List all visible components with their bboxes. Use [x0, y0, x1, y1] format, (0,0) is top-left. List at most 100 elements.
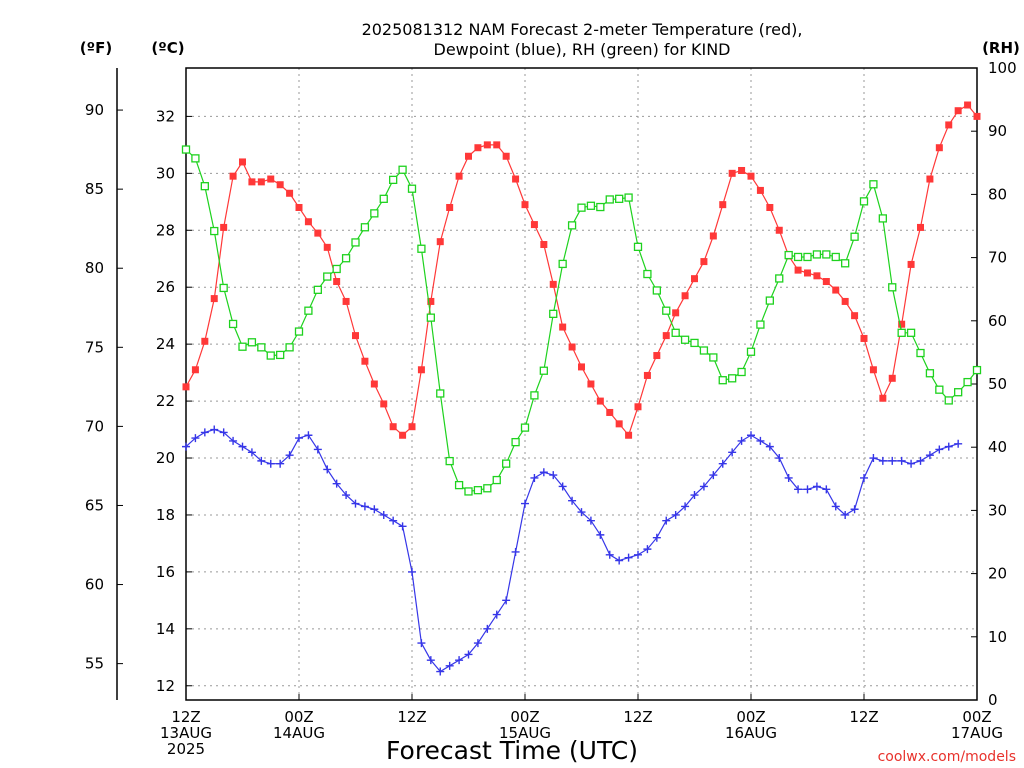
- dewpoint-point: [332, 479, 341, 488]
- dewpoint-point: [690, 491, 699, 500]
- dewpoint-point: [812, 482, 821, 491]
- dewpoint-point: [803, 485, 812, 494]
- temperature-point: [625, 431, 633, 439]
- temperature-point: [502, 152, 510, 160]
- rh-point: [728, 374, 737, 383]
- temperature-point: [766, 203, 774, 211]
- rh-point: [643, 269, 652, 279]
- x-tick-label: 00Z: [962, 708, 991, 726]
- dewpoint-point: [662, 516, 671, 525]
- dewpoint-point: [869, 454, 878, 463]
- dewpoint-point: [445, 661, 454, 670]
- rh-point: [878, 214, 887, 223]
- rh-point: [219, 283, 228, 293]
- fahrenheit-tick-label: 90: [85, 101, 104, 119]
- rh-tick-label: 40: [988, 438, 1007, 456]
- temperature-point: [756, 186, 764, 194]
- dewpoint-point: [323, 465, 332, 474]
- x-tick-label: 2025: [167, 740, 205, 758]
- rh-tick-label: 30: [988, 501, 1007, 519]
- dewpoint-point: [596, 530, 605, 539]
- temperature-point: [239, 158, 246, 166]
- temperature-line: [185, 104, 978, 437]
- dewpoint-point: [756, 436, 765, 445]
- dewpoint-point: [747, 431, 755, 440]
- rh-point: [238, 342, 247, 351]
- rh-tick-label: 10: [988, 628, 1007, 646]
- x-tick-label: 16AUG: [725, 724, 777, 742]
- temperature-point: [455, 172, 463, 180]
- temperature-point: [634, 403, 642, 411]
- temperature-point: [304, 218, 312, 226]
- rh-point: [916, 348, 925, 358]
- rh-point: [285, 343, 294, 352]
- dewpoint-point: [313, 445, 322, 454]
- rh-point: [464, 487, 473, 496]
- rh-point: [737, 367, 746, 377]
- dewpoint-point: [342, 491, 351, 500]
- dewpoint-point: [304, 431, 313, 440]
- dewpoint-point: [878, 456, 887, 465]
- temperature-point: [568, 343, 576, 351]
- temperature-point: [295, 203, 303, 211]
- rh-tick-label: 50: [988, 375, 1007, 393]
- temperature-point: [615, 420, 623, 428]
- rh-point: [200, 182, 209, 191]
- temperature-point: [210, 295, 218, 303]
- dewpoint-point: [586, 516, 595, 525]
- dewpoint-point: [229, 436, 238, 445]
- rh-point: [426, 313, 435, 322]
- dewpoint-point: [652, 533, 661, 542]
- rh-point: [492, 475, 501, 485]
- dewpoint-point: [370, 505, 379, 514]
- celsius-tick-label: 30: [156, 164, 175, 182]
- chart-title-line-2: Dewpoint (blue), RH (green) for KIND: [434, 40, 731, 59]
- dewpoint-point: [841, 510, 850, 519]
- rh-point: [483, 484, 492, 493]
- rh-point: [624, 193, 633, 202]
- axis-ticks: 121416182022242628303212Z13AUG202500Z14A…: [85, 59, 1017, 758]
- rh-series: [181, 145, 982, 496]
- dewpoint-point: [266, 459, 275, 468]
- dewpoint-point: [916, 456, 925, 465]
- rh-point: [784, 250, 793, 260]
- dewpoint-point: [408, 567, 416, 576]
- dewpoint-point: [737, 436, 746, 445]
- data-series: [181, 102, 982, 676]
- fahrenheit-tick-label: 55: [85, 655, 104, 673]
- dewpoint-point: [850, 505, 859, 514]
- rh-tick-label: 60: [988, 312, 1007, 330]
- rh-point: [850, 232, 859, 241]
- rh-point: [605, 195, 614, 204]
- dewpoint-point: [238, 442, 247, 451]
- rh-point: [436, 389, 445, 398]
- rh-point: [586, 201, 596, 210]
- temperature-point: [691, 275, 698, 283]
- temperature-point: [427, 297, 435, 305]
- dewpoint-point: [615, 556, 624, 565]
- rh-point: [313, 285, 322, 294]
- temperature-point: [587, 380, 595, 388]
- dewpoint-point: [775, 454, 784, 463]
- temperature-point: [681, 292, 689, 300]
- temperature-point: [493, 141, 501, 149]
- temperature-point: [361, 357, 369, 365]
- rh-tick-label: 100: [988, 59, 1017, 77]
- temperature-point: [248, 178, 256, 186]
- rh-point: [191, 154, 200, 163]
- celsius-tick-label: 32: [156, 107, 175, 125]
- dewpoint-point: [502, 596, 511, 605]
- celsius-tick-label: 18: [156, 506, 175, 524]
- celsius-tick-label: 28: [156, 221, 175, 239]
- x-tick-label: 13AUG: [160, 724, 212, 742]
- rh-point: [389, 175, 398, 185]
- dewpoint-point: [605, 550, 614, 559]
- rh-unit-label: (RH): [982, 39, 1020, 57]
- temperature-point: [606, 408, 614, 416]
- temperature-point: [446, 203, 454, 211]
- temperature-point: [869, 366, 877, 374]
- rh-point: [756, 320, 765, 329]
- dewpoint-point: [191, 434, 200, 443]
- dewpoint-point: [897, 456, 906, 465]
- temperature-point: [182, 383, 190, 391]
